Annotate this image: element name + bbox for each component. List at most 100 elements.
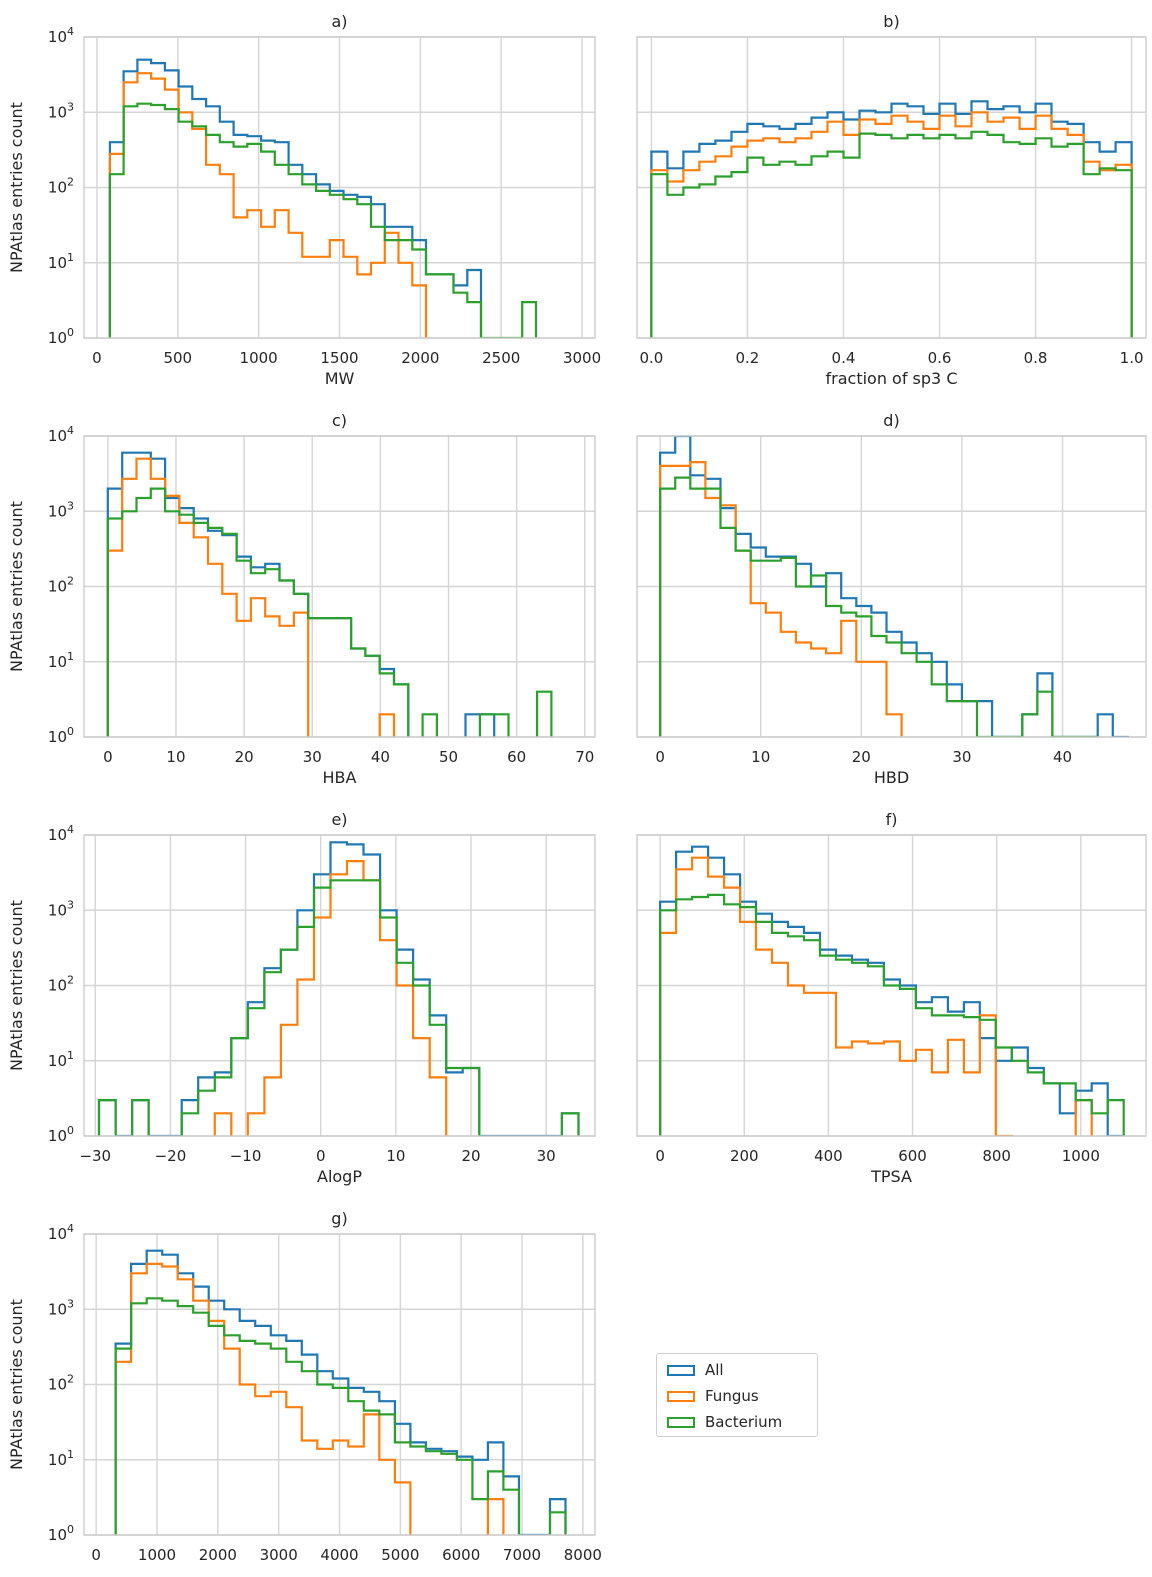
x-tick-label: 0 <box>103 748 113 766</box>
panel-e: −30 −20 −10 0 10 20 30 100 101 102 103 104 e) AlogP NP… <box>7 810 596 1186</box>
x-tick-label: 0 <box>655 1147 665 1165</box>
series-line-bacterium <box>97 879 580 1136</box>
y-tick-label: 100 <box>48 725 74 746</box>
x-tick-label: 0 <box>655 748 665 766</box>
x-tick-label: 0.8 <box>1024 349 1048 367</box>
y-tick-label: 101 <box>48 1049 74 1070</box>
legend: All Fungus Bacterium <box>656 1353 818 1437</box>
x-tick-label: 10 <box>751 748 770 766</box>
axes-frame <box>83 834 596 1137</box>
series-line-fungus <box>650 111 1133 338</box>
axes-frame <box>83 36 596 339</box>
x-tick-label: 10 <box>386 1147 405 1165</box>
legend-item-bacterium: Bacterium <box>667 1411 782 1433</box>
y-axis-label: NPAtlas entries count <box>7 102 26 273</box>
x-tick-label: 3000 <box>563 349 601 367</box>
x-tick-label: 2500 <box>482 349 520 367</box>
x-tick-label: 50 <box>439 748 458 766</box>
x-tick-label: 10 <box>166 748 185 766</box>
y-tick-label: 104 <box>48 823 74 844</box>
panel-title: e) <box>331 810 347 829</box>
y-tick-label: 101 <box>48 650 74 671</box>
panel-d: 0 10 20 30 40 d) HBD <box>636 411 1147 787</box>
x-tick-label: 60 <box>507 748 526 766</box>
axes-frame <box>636 435 1147 738</box>
x-axis-label: HBA <box>323 768 357 787</box>
legend-swatch-fungus <box>667 1390 695 1402</box>
series-line-bacterium <box>106 487 553 737</box>
x-tick-label: 0.6 <box>928 349 952 367</box>
y-tick-label: 102 <box>48 575 74 596</box>
x-tick-label: 40 <box>371 748 390 766</box>
x-tick-label: 500 <box>163 349 192 367</box>
y-tick-label: 104 <box>48 1222 74 1243</box>
y-tick-label: 101 <box>48 251 74 272</box>
x-tick-label: 2000 <box>401 349 439 367</box>
y-tick-label: 103 <box>48 898 74 919</box>
panel-a: 0 500 1000 1500 2000 2500 3000 100 101 102 103 104 a… <box>7 12 601 388</box>
x-tick-label: 1500 <box>320 349 358 367</box>
axes-frame <box>636 834 1147 1137</box>
x-tick-label: 0.0 <box>639 349 663 367</box>
x-tick-label: 3000 <box>260 1546 298 1564</box>
x-tick-label: 1.0 <box>1120 349 1144 367</box>
x-axis-label: TPSA <box>870 1167 912 1186</box>
y-axis-label: NPAtlas entries count <box>7 1299 26 1470</box>
panel-c: 0 10 20 30 40 50 60 70 100 101 102 103 104 c) HBA NPAtl… <box>7 411 596 787</box>
x-tick-label: 20 <box>461 1147 480 1165</box>
y-tick-label: 103 <box>48 499 74 520</box>
y-axis-label: NPAtlas entries count <box>7 900 26 1071</box>
x-tick-label: −30 <box>79 1147 111 1165</box>
series-line-fungus <box>106 457 396 737</box>
x-tick-label: 400 <box>814 1147 843 1165</box>
x-tick-label: 2000 <box>199 1546 237 1564</box>
panel-b: 0.0 0.2 0.4 0.6 0.8 1.0 b) fraction of sp3 C <box>636 12 1147 388</box>
x-tick-label: 30 <box>952 748 971 766</box>
y-tick-label: 101 <box>48 1448 74 1469</box>
legend-swatch-all <box>667 1364 695 1376</box>
series-line-bacterium <box>659 893 1125 1136</box>
y-tick-label: 103 <box>48 100 74 121</box>
legend-label-all: All <box>705 1361 724 1379</box>
series-line-bacterium <box>650 130 1133 338</box>
y-tick-label: 102 <box>48 176 74 197</box>
axes-frame <box>636 36 1147 339</box>
x-tick-label: 1000 <box>1062 1147 1100 1165</box>
x-tick-label: 7000 <box>503 1546 541 1564</box>
series-line-all <box>650 100 1133 338</box>
x-tick-label: 1000 <box>240 349 278 367</box>
x-tick-label: −10 <box>230 1147 262 1165</box>
x-tick-label: 0 <box>92 349 102 367</box>
y-tick-label: 102 <box>48 974 74 995</box>
series-line-all <box>659 845 1125 1136</box>
x-axis-label: MW <box>325 369 355 388</box>
legend-label-bacterium: Bacterium <box>705 1413 783 1431</box>
series-line-all <box>114 1249 567 1535</box>
series-group <box>114 1249 567 1535</box>
series-line-fungus <box>114 1262 505 1535</box>
x-tick-label: 8000 <box>564 1546 602 1564</box>
series-group <box>97 841 580 1136</box>
x-tick-label: 0.4 <box>832 349 856 367</box>
x-axis-label: HBD <box>874 768 909 787</box>
x-tick-label: 1000 <box>138 1546 176 1564</box>
legend-label-fungus: Fungus <box>705 1387 759 1405</box>
panel-title: a) <box>331 12 347 31</box>
x-tick-label: 5000 <box>381 1546 419 1564</box>
panel-title: d) <box>883 411 899 430</box>
series-line-fungus <box>659 461 903 737</box>
panel-g: 0 1000 2000 3000 4000 5000 6000 7000 8000 100 101 1… <box>7 1209 602 1564</box>
panel-title: f) <box>886 810 898 829</box>
x-tick-label: 0.2 <box>736 349 760 367</box>
legend-item-all: All <box>667 1359 724 1381</box>
x-tick-label: 20 <box>852 748 871 766</box>
y-tick-label: 100 <box>48 326 74 347</box>
x-tick-label: 30 <box>303 748 322 766</box>
series-group <box>659 845 1125 1136</box>
x-tick-label: 70 <box>575 748 594 766</box>
series-line-all <box>108 58 483 338</box>
x-tick-label: 20 <box>235 748 254 766</box>
x-axis-label: AlogP <box>317 1167 362 1186</box>
series-line-bacterium <box>114 1297 567 1535</box>
